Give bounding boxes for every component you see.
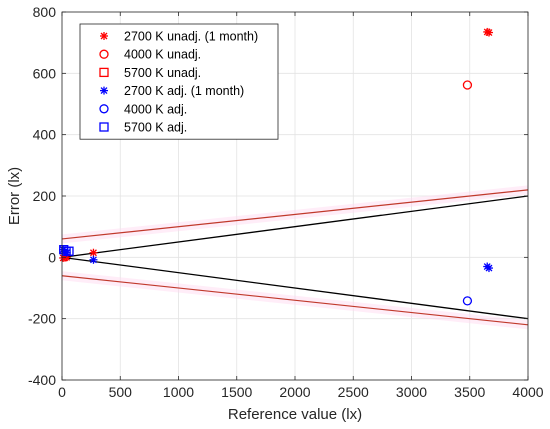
x-tick-label: 4000 — [512, 384, 543, 400]
x-tick-label: 2500 — [338, 384, 369, 400]
x-tick-label: 3500 — [454, 384, 485, 400]
legend-label: 5700 K unadj. — [124, 66, 201, 80]
legend-marker — [99, 67, 109, 78]
reference-line — [61, 195, 529, 258]
data-point — [89, 255, 98, 264]
marker-stroke — [89, 256, 97, 264]
data-point — [89, 248, 98, 257]
legend-label: 5700 K adj. — [124, 121, 187, 135]
legend-marker — [99, 122, 109, 132]
y-tick-label: 400 — [33, 127, 57, 143]
tolerance-line — [61, 275, 529, 326]
y-tick-label: 200 — [33, 188, 57, 204]
legend-marker — [99, 49, 109, 59]
marker-stroke — [89, 249, 97, 257]
legend-label: 2700 K adj. (1 month) — [124, 84, 244, 98]
y-tick-label: -400 — [28, 372, 56, 388]
data-point — [462, 80, 473, 90]
y-tick-label: 0 — [48, 249, 56, 265]
y-tick-label: -200 — [28, 311, 56, 327]
marker-stroke — [100, 32, 108, 40]
marker-stroke — [100, 87, 108, 95]
data-point — [64, 246, 74, 256]
marker-stroke — [485, 29, 493, 37]
legend-marker — [100, 32, 108, 40]
data-point — [59, 245, 69, 255]
x-tick-label: 0 — [58, 384, 66, 400]
x-tick-label: 1000 — [163, 384, 194, 400]
data-point — [484, 264, 493, 273]
data-point — [484, 28, 493, 37]
tolerance-line — [61, 189, 529, 240]
legend-marker — [99, 104, 109, 114]
legend-label: 4000 K adj. — [124, 102, 187, 116]
legend-marker — [100, 86, 108, 95]
legend: 2700 K unadj. (1 month) 4000 K unadj. 5700… — [79, 23, 279, 140]
axis-ticks: 0 500 1000 1500 2000 2500 3000 3500 4000-400-200… — [28, 4, 544, 400]
x-axis-label: Reference value (lx) — [228, 406, 362, 423]
marker-stroke — [485, 264, 493, 272]
reference-lines — [61, 185, 529, 330]
x-tick-label: 2000 — [279, 384, 310, 400]
x-tick-label: 1500 — [221, 384, 252, 400]
x-tick-label: 3000 — [396, 384, 427, 400]
data-points — [59, 27, 493, 306]
legend-label: 2700 K unadj. (1 month) — [124, 30, 258, 44]
legend-box — [79, 23, 279, 140]
y-axis-label: Error (lx) — [6, 167, 23, 225]
data-point — [462, 296, 473, 306]
y-tick-label: 800 — [33, 4, 57, 20]
reference-line — [61, 256, 529, 320]
x-tick-label: 500 — [109, 384, 133, 400]
legend-label: 4000 K unadj. — [124, 48, 201, 62]
y-tick-label: 600 — [33, 65, 57, 81]
